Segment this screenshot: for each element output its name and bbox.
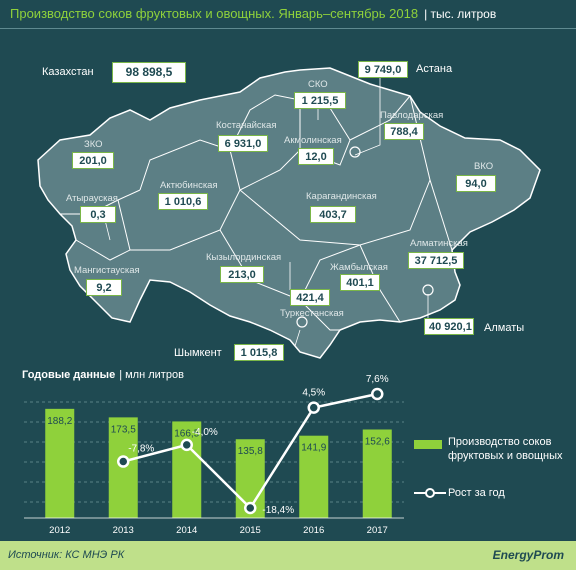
region-value-karaganda: 403,7 — [310, 206, 356, 223]
legend-line-swatch — [414, 488, 446, 498]
title-text: Производство соков фруктовых и овощных. … — [10, 6, 419, 21]
region-name-turkestan: Туркестанская — [280, 308, 344, 319]
bar — [362, 429, 392, 518]
bar-label: 166,5 — [174, 428, 199, 439]
region-value-almaty-city: 40 920,1 — [424, 318, 474, 335]
city-name-shymkent: Шымкент — [174, 347, 222, 359]
growth-label: -7,8% — [128, 444, 154, 455]
brand-logo: EnergyProm — [492, 548, 564, 562]
x-tick-label: 2016 — [303, 525, 324, 536]
region-value-almaty-region: 37 712,5 — [408, 252, 464, 269]
x-tick-label: 2014 — [176, 525, 197, 536]
border-aktobe — [130, 139, 241, 251]
bar-label: 135,8 — [238, 446, 263, 457]
growth-point — [180, 438, 193, 452]
region-name-almaty-region: Алматинская — [410, 238, 468, 249]
growth-point — [117, 455, 130, 468]
border-east — [429, 179, 453, 251]
bar — [299, 435, 329, 518]
legend-line-label: Рост за год — [448, 487, 505, 499]
growth-label: 7,6% — [366, 374, 389, 385]
region-name-kostanay: Костанайская — [216, 120, 277, 131]
legend-bar-swatch — [414, 440, 442, 449]
shymkent-marker — [296, 316, 308, 328]
bar-label: 141,9 — [301, 443, 326, 454]
city-name-astana: Астана — [416, 63, 453, 75]
legend-bar-label-2: фруктовых и овощных — [448, 450, 563, 462]
x-tick-label: 2015 — [240, 525, 261, 536]
border-west — [75, 199, 131, 261]
x-tick-label: 2017 — [367, 525, 388, 536]
region-name-atyrau: Атырауская — [66, 193, 118, 204]
region-name-zko: ЗКО — [84, 139, 103, 150]
region-value-zhambyl: 401,1 — [340, 274, 380, 291]
region-value-aktobe: 1 010,6 — [158, 193, 208, 210]
map-shape — [37, 67, 541, 359]
region-value-sko: 1 215,5 — [294, 92, 346, 109]
country-value: 98 898,5 — [112, 62, 186, 83]
region-name-zhambyl: Жамбылская — [330, 262, 388, 273]
growth-point — [371, 387, 384, 401]
legend-bar-label-1: Производство соков — [448, 436, 552, 448]
growth-label: -18,4% — [262, 505, 294, 516]
bar-label: 173,5 — [111, 424, 136, 435]
x-tick-label: 2013 — [113, 525, 134, 536]
region-name-kyzylorda: Кызылординская — [206, 252, 282, 263]
region-value-shymkent: 1 015,8 — [234, 344, 284, 361]
region-value-kostanay: 6 931,0 — [218, 135, 268, 152]
source-text: Источник: КС МНЭ РК — [8, 549, 125, 561]
border-zhambyl — [359, 244, 401, 323]
region-name-akmola: Акмолинская — [284, 135, 342, 146]
region-name-aktobe: Актюбинская — [160, 180, 218, 191]
annual-title: Годовые данные | млн литров — [22, 369, 184, 381]
border-karaganda — [239, 95, 431, 246]
region-value-mangistau: 9,2 — [86, 279, 122, 296]
bar-label: 152,6 — [365, 436, 390, 447]
border-pavlodar — [349, 95, 411, 141]
region-value-vko: 94,0 — [456, 175, 496, 192]
region-value-zko: 201,0 — [72, 152, 114, 169]
bar-label: 188,2 — [47, 416, 72, 427]
region-name-mangistau: Мангистауская — [74, 265, 140, 276]
footer: Источник: КС МНЭ РК EnergyProm — [0, 541, 576, 570]
title-unit: | тыс. литров — [424, 7, 497, 21]
bar — [172, 421, 202, 518]
growth-point — [307, 401, 320, 414]
region-name-karaganda: Карагандинская — [306, 191, 377, 202]
region-name-pavlodar: Павлодарская — [380, 110, 444, 121]
growth-label: 4,5% — [302, 388, 325, 399]
region-value-atyrau: 0,3 — [80, 206, 116, 223]
astana-marker — [349, 146, 361, 158]
region-name-sko: СКО — [308, 79, 328, 90]
page-title: Производство соков фруктовых и овощных. … — [10, 6, 496, 21]
region-value-pavlodar: 788,4 — [384, 123, 424, 140]
border-turkestan — [299, 299, 340, 331]
region-value-akmola: 12,0 — [298, 148, 334, 165]
city-name-almaty: Алматы — [484, 322, 525, 334]
country-label: Казахстан — [42, 66, 94, 78]
almaty-marker — [422, 284, 434, 296]
region-value-turkestan: 421,4 — [290, 289, 330, 306]
region-value-astana: 9 749,0 — [358, 61, 408, 78]
annual-title-text: Годовые данные — [22, 369, 116, 381]
growth-point — [244, 501, 257, 515]
annual-unit: | млн литров — [119, 369, 184, 381]
growth-label: -4,0% — [192, 427, 218, 438]
bar — [45, 408, 75, 518]
region-name-vko: ВКО — [474, 161, 494, 172]
region-value-kyzylorda: 213,0 — [220, 266, 264, 283]
x-tick-label: 2012 — [49, 525, 70, 536]
title-divider — [0, 28, 576, 29]
